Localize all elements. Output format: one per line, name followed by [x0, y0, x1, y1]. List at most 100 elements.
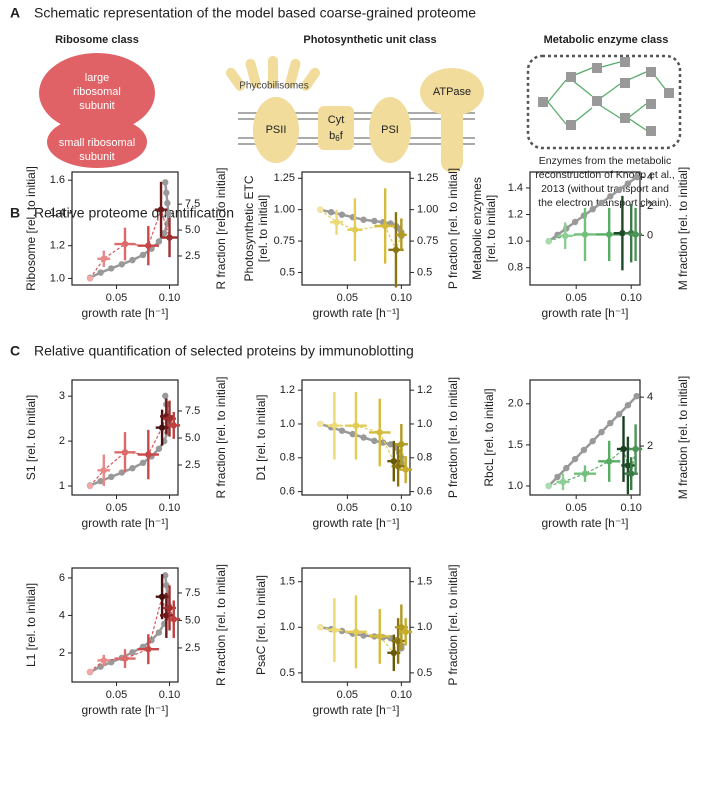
panel-letter: B — [10, 205, 20, 221]
model-point — [615, 411, 623, 418]
y-tick-label: 1.2 — [508, 208, 523, 220]
y-tick-label: 0.8 — [280, 452, 295, 464]
label: Cyt — [328, 114, 345, 126]
y-tick-label: 2 — [59, 647, 65, 659]
section-title: Schematic representation of the model ba… — [34, 5, 476, 21]
y-axis-label: D1 [rel. to initial] — [254, 394, 268, 480]
class-title: Photosynthetic unit class — [303, 34, 436, 46]
data-point — [390, 649, 397, 657]
y2-tick-label: 7.5 — [185, 587, 200, 599]
data-point — [331, 626, 338, 634]
data-point — [620, 445, 627, 453]
data-point — [100, 467, 108, 474]
x-tick-label: 0.10 — [620, 292, 641, 304]
data-point — [619, 229, 626, 237]
y-axis-label: Ribosome [rel. to initial] — [24, 166, 38, 291]
y2-tick-label: 2 — [647, 440, 653, 452]
data-point — [398, 441, 405, 448]
label: ATPase — [433, 86, 471, 98]
model-point — [633, 392, 640, 400]
plot-frame — [301, 379, 411, 496]
y2-tick-label: 2.5 — [185, 250, 200, 262]
y-axis-label: Metabolic enzymes — [470, 177, 484, 280]
data-point — [624, 462, 632, 469]
data-point — [394, 463, 402, 470]
psi — [369, 97, 411, 163]
data-point — [331, 422, 338, 429]
data-point — [545, 237, 552, 245]
chart: 0.05 0.10 1 2 3 2.5 5.0 7.5 growth rate [h⁻¹] S1 … — [24, 376, 228, 530]
plot-frame — [301, 171, 411, 286]
x-tick-label: 0.05 — [337, 502, 358, 514]
data-point — [402, 628, 409, 636]
y-axis-label: L1 [rel. to initial] — [24, 583, 38, 667]
data-point — [100, 657, 108, 664]
y2-tick-label: 0.8 — [417, 452, 432, 464]
label: small ribosomal — [59, 137, 135, 149]
model-point — [607, 419, 614, 427]
data-point — [394, 637, 402, 645]
data-point — [170, 422, 177, 429]
chart: 0.05 0.10 2 4 6 2.5 5.0 7.5 growth rate [h⁻¹] L1 … — [24, 564, 228, 717]
cyt-b6f — [318, 106, 354, 150]
y2-tick-label: 0.75 — [417, 235, 438, 247]
chart: 0.05 0.10 0.5 0.75 1.00 1.25 0.5 0.75 1.00 1.25 gr… — [242, 168, 460, 320]
panel-letter: C — [10, 343, 20, 359]
model-point — [129, 649, 136, 656]
data-point — [352, 628, 360, 636]
label: b6f — [329, 130, 344, 143]
data-point — [86, 668, 94, 675]
x-axis-label: growth rate [h⁻¹] — [81, 703, 168, 717]
model-point — [633, 173, 640, 181]
model-point — [580, 446, 588, 454]
model-point — [164, 199, 171, 207]
data-point — [606, 231, 613, 238]
data-point — [581, 231, 589, 238]
model-point — [108, 265, 115, 272]
data-point — [163, 612, 170, 619]
model-point — [349, 430, 356, 438]
model-point — [598, 428, 605, 436]
model-point — [161, 229, 168, 237]
section-title: Relative quantification of selected prot… — [34, 343, 414, 359]
x-axis-label: growth rate [h⁻¹] — [541, 516, 628, 530]
panel-letter: A — [10, 5, 20, 21]
label: PSII — [266, 124, 287, 136]
y2-tick-label: 0.5 — [417, 667, 432, 679]
y2-tick-label: 1.0 — [417, 621, 432, 633]
x-tick-label: 0.05 — [106, 292, 127, 304]
model-point — [598, 199, 605, 206]
model-point — [554, 473, 561, 481]
y2-tick-label: 1.0 — [417, 418, 432, 430]
atpase-stem — [441, 100, 463, 172]
data-point — [166, 604, 173, 612]
x-tick-label: 0.10 — [159, 292, 180, 304]
y-tick-label: 2.0 — [508, 398, 523, 410]
model-point — [139, 459, 147, 467]
model-point — [589, 437, 596, 445]
x-axis-label: growth rate [h⁻¹] — [81, 516, 168, 530]
data-point — [158, 593, 166, 600]
model-point — [563, 464, 570, 472]
x-tick-label: 0.10 — [620, 502, 641, 514]
section-title: Relative proteome quantification — [34, 205, 234, 221]
model-point — [129, 465, 136, 472]
model-point — [162, 572, 169, 579]
y2-axis-label: P fraction [rel. to initial] — [446, 168, 460, 289]
data-point — [317, 420, 324, 428]
y-tick-label: 3 — [59, 390, 65, 402]
data-point — [376, 429, 383, 436]
model-line — [89, 182, 170, 279]
x-tick-label: 0.05 — [565, 292, 586, 304]
caption: Enzymes from the metabolic — [539, 155, 671, 167]
model-point — [118, 469, 126, 476]
y-tick-label: 1.4 — [50, 207, 65, 219]
data-point — [166, 415, 173, 422]
label: subunit — [79, 151, 114, 163]
model-point — [162, 179, 169, 186]
label: ribosomal — [73, 86, 121, 98]
data-point — [157, 206, 165, 213]
y-tick-label: 0.5 — [280, 266, 295, 278]
y2-axis-label: R fraction [rel. to initial] — [214, 376, 228, 498]
